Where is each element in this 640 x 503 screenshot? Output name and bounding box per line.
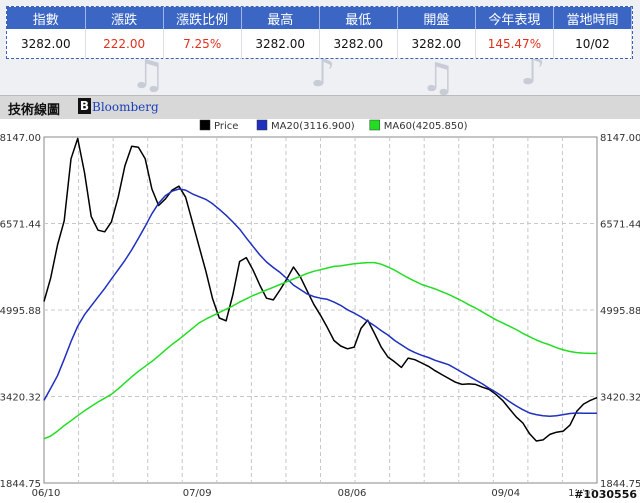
quote-table: 指數 漲跌 漲跌比例 最高 最低 開盤 今年表現 當地時間 3282.00 22… xyxy=(7,7,633,59)
header-index: 指數 xyxy=(7,7,86,29)
x-tick-label: 10/02 xyxy=(568,488,597,499)
value-ytd: 145.47% xyxy=(475,29,554,59)
technical-chart: 8147.00 6571.44 4995.88 3420.32 1844.75 8147… xyxy=(0,119,640,503)
chart-grid xyxy=(44,137,597,483)
header-low: 最低 xyxy=(319,7,398,29)
quote-panel: ♪ ♫ ♪ ♫ 指數 漲跌 漲跌比例 最高 最低 開盤 今年表現 當地時間 32… xyxy=(0,0,640,101)
section-title: 技術線圖 xyxy=(8,103,61,118)
watermark-id: #1030556 xyxy=(574,488,637,501)
series-line-ma60 xyxy=(43,261,597,440)
y-tick-label-left: 1844.75 xyxy=(0,479,41,490)
series-line-price xyxy=(43,137,598,442)
chart-section-header: 技術線圖 B Bloomberg xyxy=(0,95,640,120)
x-axis: 06/10 07/09 08/06 09/04 10/02 xyxy=(32,488,597,499)
header-change: 漲跌 xyxy=(85,7,164,29)
header-change-pct: 漲跌比例 xyxy=(163,7,242,29)
legend-label: MA60(4205.850) xyxy=(384,121,468,132)
y-axis-right: 8147.00 6571.44 4995.88 3420.32 1844.75 xyxy=(600,133,640,490)
legend-label: MA20(3116.900) xyxy=(271,121,355,132)
y-tick-label-right: 1844.75 xyxy=(600,479,640,490)
y-tick-label-right: 6571.44 xyxy=(600,219,640,230)
source-link[interactable]: Bloomberg xyxy=(92,100,159,114)
legend-swatch xyxy=(256,119,268,131)
y-tick-label-left: 4995.88 xyxy=(0,306,41,317)
quote-header-row: 指數 漲跌 漲跌比例 最高 最低 開盤 今年表現 當地時間 xyxy=(7,7,633,29)
music-note-icon: ♫ xyxy=(420,55,456,101)
x-tick-label: 08/06 xyxy=(338,488,367,499)
value-open: 3282.00 xyxy=(397,29,476,59)
legend-label: Price xyxy=(214,121,238,132)
chart-lines xyxy=(43,137,598,442)
header-ytd: 今年表現 xyxy=(475,7,554,29)
value-local-time: 10/02 xyxy=(553,29,633,59)
bloomberg-logo-icon: B xyxy=(78,98,91,114)
x-tick-label: 07/09 xyxy=(183,488,212,499)
y-tick-label-right: 3420.32 xyxy=(600,392,640,403)
y-axis-left: 8147.00 6571.44 4995.88 3420.32 1844.75 xyxy=(0,133,41,490)
y-tick-label-left: 8147.00 xyxy=(0,133,41,144)
x-tick-label: 09/04 xyxy=(491,488,520,499)
header-high: 最高 xyxy=(241,7,320,29)
quote-value-row: 3282.00 222.00 7.25% 3282.00 3282.00 328… xyxy=(7,29,633,59)
legend-swatch xyxy=(199,119,211,131)
y-tick-label-left: 6571.44 xyxy=(0,219,41,230)
legend-swatch xyxy=(369,119,381,131)
quote-table-box: 指數 漲跌 漲跌比例 最高 最低 開盤 今年表現 當地時間 3282.00 22… xyxy=(6,6,633,59)
chart-legend: Price MA20(3116.900) MA60(4205.850) xyxy=(199,119,468,132)
x-tick-label: 06/10 xyxy=(32,488,61,499)
value-high: 3282.00 xyxy=(241,29,320,59)
y-tick-label-right: 4995.88 xyxy=(600,306,640,317)
header-local-time: 當地時間 xyxy=(553,7,633,29)
value-low: 3282.00 xyxy=(319,29,398,59)
value-change-pct: 7.25% xyxy=(163,29,242,59)
y-tick-label-left: 3420.32 xyxy=(0,392,41,403)
series-line-ma20 xyxy=(43,188,597,418)
value-change: 222.00 xyxy=(85,29,164,59)
y-tick-label-right: 8147.00 xyxy=(600,133,640,144)
music-note-icon: ♫ xyxy=(130,52,166,98)
header-open: 開盤 xyxy=(397,7,476,29)
value-index: 3282.00 xyxy=(7,29,86,59)
